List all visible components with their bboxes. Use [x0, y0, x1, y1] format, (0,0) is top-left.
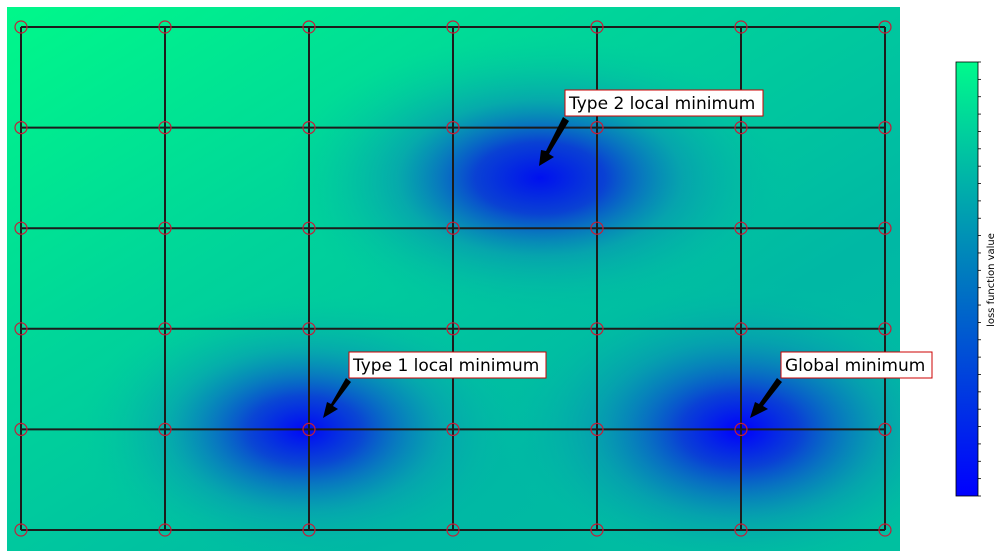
- grid-node: [302, 221, 316, 235]
- colorbar-gradient: [955, 61, 979, 497]
- grid-node: [14, 20, 28, 34]
- annotation-type2-local-minimum: Type 2 local minimum: [539, 89, 764, 166]
- grid-node: [878, 422, 892, 436]
- annotation-box-type2: [564, 89, 764, 117]
- grid-node: [734, 221, 748, 235]
- grid-node: [302, 20, 316, 34]
- grid-node: [734, 422, 748, 436]
- grid-node: [302, 422, 316, 436]
- annotation-label-type1: Type 1 local minimum: [352, 356, 539, 376]
- grid-node: [878, 523, 892, 537]
- colorbar-label: loss function value: [986, 233, 997, 327]
- grid-node: [14, 322, 28, 336]
- grid-lines: [20, 26, 886, 531]
- grid-node: [446, 523, 460, 537]
- grid-node: [734, 120, 748, 135]
- grid-node: [158, 422, 172, 436]
- grid-node: [590, 322, 604, 336]
- grid-node: [14, 523, 28, 537]
- grid-node: [878, 120, 892, 135]
- grid-node: [734, 322, 748, 336]
- annotation-box-type1: [348, 351, 547, 379]
- grid-node: [590, 120, 604, 135]
- grid-node: [446, 120, 460, 135]
- annotation-box-global: [780, 351, 933, 379]
- grid-node: [590, 20, 604, 34]
- grid-node: [14, 422, 28, 436]
- grid-node: [878, 322, 892, 336]
- arrow-type1: [323, 378, 351, 418]
- grid-node: [446, 221, 460, 235]
- grid-node: [446, 422, 460, 436]
- grid-node: [302, 120, 316, 135]
- grid-node: [734, 20, 748, 34]
- arrow-type2: [539, 117, 569, 166]
- grid-node: [590, 523, 604, 537]
- grid-node: [158, 322, 172, 336]
- grid-node: [302, 322, 316, 336]
- grid-node: [302, 523, 316, 537]
- grid-node: [734, 523, 748, 537]
- annotation-global-minimum: Global minimum: [750, 351, 933, 418]
- grid-node: [158, 120, 172, 135]
- grid-node: [590, 422, 604, 436]
- grid-node: [158, 221, 172, 235]
- annotation-label-type2: Type 2 local minimum: [568, 94, 755, 114]
- grid-node: [446, 20, 460, 34]
- grid-node: [158, 20, 172, 34]
- annotation-label-global: Global minimum: [785, 356, 925, 376]
- arrow-global: [750, 378, 782, 418]
- grid-nodes: [14, 20, 892, 537]
- grid-node: [14, 120, 28, 135]
- annotation-type1-local-minimum: Type 1 local minimum: [323, 351, 547, 418]
- grid-node: [158, 523, 172, 537]
- grid-node: [14, 221, 28, 235]
- grid-node: [446, 322, 460, 336]
- colorbar: loss function value: [955, 61, 997, 497]
- grid-node: [878, 221, 892, 235]
- grid-node: [878, 20, 892, 34]
- grid-node: [590, 221, 604, 235]
- colorbar-ticks: [978, 61, 981, 497]
